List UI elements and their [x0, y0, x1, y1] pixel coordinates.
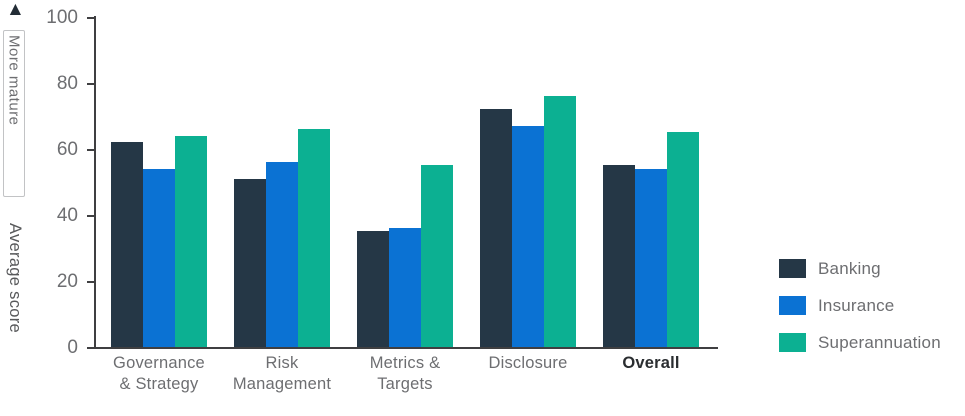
- bar-superannuation-metrics-targets: [421, 165, 453, 347]
- y-tick-40: [87, 215, 94, 217]
- bar-superannuation-risk-management: [298, 129, 330, 347]
- y-tick-label-0: 0: [67, 337, 78, 358]
- category-label-line: Overall: [622, 354, 680, 372]
- y-axis-title: Average score: [6, 223, 24, 333]
- category-label-metrics-targets: Metrics & Targets: [330, 353, 480, 395]
- category-label-line: Governance: [113, 354, 205, 372]
- more-mature-arrow-icon: ▲: [6, 0, 25, 20]
- category-label-line: Management: [232, 375, 332, 393]
- category-label-line: Disclosure: [488, 354, 568, 372]
- more-mature-label: More mature: [5, 35, 23, 126]
- legend-swatch-insurance: [779, 296, 806, 315]
- category-label-line: Metrics &: [369, 354, 441, 372]
- legend-item-superannuation: Superannuation: [779, 333, 941, 352]
- bar-superannuation-overall: [667, 132, 699, 347]
- legend-label-insurance: Insurance: [818, 295, 895, 315]
- bar-insurance-risk-management: [266, 162, 298, 347]
- y-tick-label-100: 100: [46, 7, 78, 28]
- bar-superannuation-governance-strategy: [175, 136, 207, 347]
- category-label-governance-strategy: Governance & Strategy: [84, 353, 234, 395]
- category-label-overall: Overall: [576, 353, 726, 374]
- y-tick-100: [87, 17, 94, 19]
- y-tick-label-40: 40: [56, 205, 78, 226]
- bar-superannuation-disclosure: [544, 96, 576, 347]
- legend: Banking Insurance Superannuation: [779, 259, 941, 370]
- category-label-line: & Strategy: [119, 375, 199, 393]
- legend-item-banking: Banking: [779, 259, 941, 278]
- bar-banking-disclosure: [480, 109, 512, 347]
- bar-insurance-governance-strategy: [143, 169, 175, 347]
- legend-label-banking: Banking: [818, 258, 881, 278]
- category-label-disclosure: Disclosure: [453, 353, 603, 374]
- legend-swatch-banking: [779, 259, 806, 278]
- more-mature-box: More mature: [3, 30, 25, 197]
- category-label-line: Risk: [265, 354, 299, 372]
- bar-insurance-disclosure: [512, 126, 544, 347]
- legend-item-insurance: Insurance: [779, 296, 941, 315]
- y-tick-60: [87, 149, 94, 151]
- y-tick-20: [87, 281, 94, 283]
- category-label-risk-management: Risk Management: [207, 353, 357, 395]
- legend-swatch-superannuation: [779, 333, 806, 352]
- x-axis-line: [94, 347, 718, 349]
- bar-insurance-overall: [635, 169, 667, 347]
- legend-label-superannuation: Superannuation: [818, 332, 941, 352]
- category-label-line: Targets: [377, 375, 433, 393]
- bar-insurance-metrics-targets: [389, 228, 421, 347]
- y-tick-80: [87, 83, 94, 85]
- y-tick-label-20: 20: [56, 271, 78, 292]
- y-tick-label-60: 60: [56, 139, 78, 160]
- bar-banking-overall: [603, 165, 635, 347]
- y-tick-0: [87, 347, 94, 349]
- bar-banking-risk-management: [234, 179, 266, 347]
- bar-banking-metrics-targets: [357, 231, 389, 347]
- y-axis-line: [94, 16, 96, 349]
- bar-banking-governance-strategy: [111, 142, 143, 347]
- y-tick-label-80: 80: [56, 73, 78, 94]
